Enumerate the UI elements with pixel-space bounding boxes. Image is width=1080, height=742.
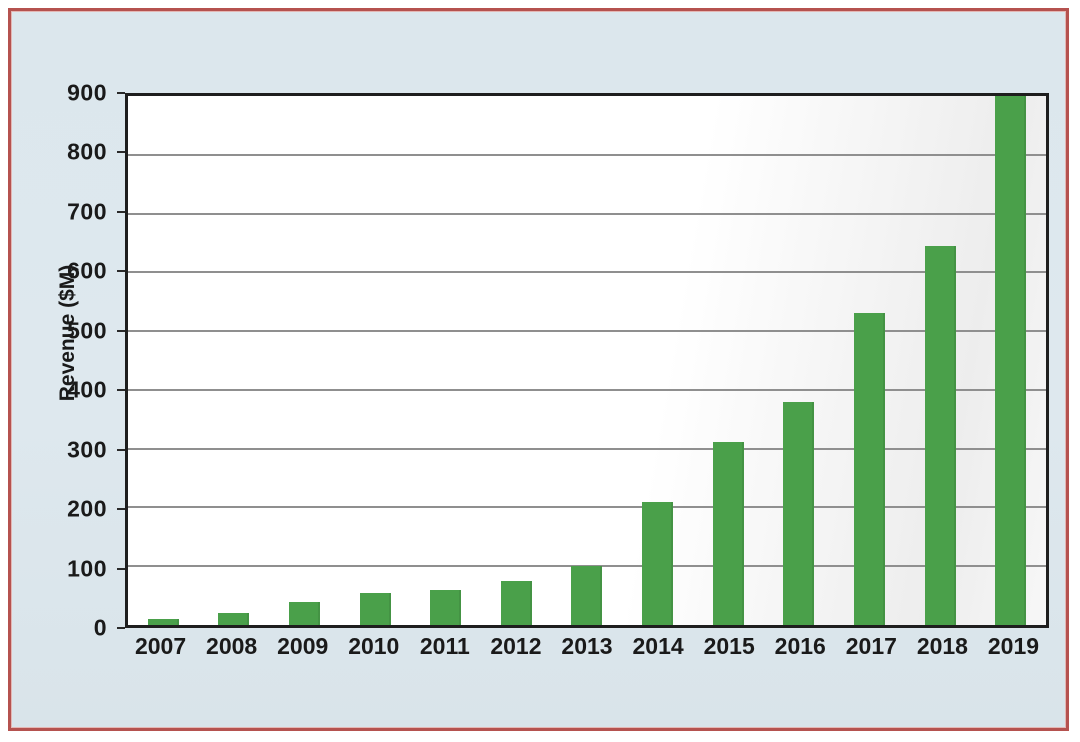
- x-tick-label: 2017: [845, 633, 897, 659]
- bar-slot: [552, 96, 623, 625]
- bar-slot: [269, 96, 340, 625]
- bar-slot: [622, 96, 693, 625]
- bar-slot: [763, 96, 834, 625]
- bar-2018: [924, 245, 956, 625]
- bar-2011: [430, 589, 462, 625]
- x-tick-label: 2013: [561, 633, 613, 659]
- bar-2013: [571, 566, 603, 625]
- x-tick-label: 2009: [277, 633, 329, 659]
- x-tick-label: 2016: [774, 633, 826, 659]
- gridline: [128, 447, 1046, 450]
- y-tick-label: 400: [67, 376, 107, 403]
- y-tick-mark: [117, 448, 125, 451]
- bar-2007: [147, 619, 179, 625]
- gridline: [128, 388, 1046, 391]
- y-tick-mark: [117, 508, 125, 511]
- gridline: [128, 271, 1046, 274]
- y-tick-label: 900: [67, 79, 107, 106]
- bar-slot: [693, 96, 764, 625]
- y-tick-mark: [117, 270, 125, 273]
- bar-slot: [128, 96, 199, 625]
- bar-slot: [834, 96, 905, 625]
- bar-2014: [642, 501, 674, 625]
- y-tick-mark: [117, 389, 125, 392]
- bar-slot: [340, 96, 411, 625]
- bar-slot: [199, 96, 270, 625]
- x-tick-label: 2015: [703, 633, 755, 659]
- y-tick-mark: [117, 567, 125, 570]
- plot-area: [125, 93, 1049, 628]
- x-tick-label: 2010: [348, 633, 400, 659]
- y-tick-label: 0: [93, 614, 107, 641]
- y-tick-label: 800: [67, 138, 107, 165]
- x-axis-labels: 2007 2008 2009 2010 2011 2012 2013 2014 2015 2016…: [125, 633, 1049, 665]
- y-tick-label: 600: [67, 257, 107, 284]
- y-tick-label: 200: [67, 495, 107, 522]
- bar-2017: [853, 313, 885, 625]
- x-tick-label: 2012: [490, 633, 542, 659]
- bar-2010: [359, 592, 391, 625]
- x-tick-label: 2011: [419, 633, 470, 659]
- gridline: [128, 212, 1046, 215]
- bar-slot: [905, 96, 976, 625]
- x-tick-label: 2018: [916, 633, 968, 659]
- bars-row: [128, 96, 1046, 625]
- gridline: [128, 506, 1046, 509]
- bar-2016: [783, 401, 815, 625]
- y-tick-mark: [117, 627, 125, 629]
- bar-2008: [218, 613, 250, 625]
- y-tick-mark: [117, 92, 125, 94]
- bar-2019: [995, 96, 1027, 625]
- bar-2012: [500, 580, 532, 625]
- x-tick-label: 2014: [632, 633, 684, 659]
- bar-slot: [410, 96, 481, 625]
- chart-panel: 0 100 200 300 400 500 600 700 800 900 Revenue ($M…: [8, 8, 1069, 731]
- bar-slot: [975, 96, 1046, 625]
- y-tick-mark: [117, 210, 125, 213]
- gridline: [128, 153, 1046, 156]
- y-axis-labels: 0 100 200 300 400 500 600 700 800 900: [11, 80, 125, 641]
- gridline: [128, 330, 1046, 333]
- y-tick-label: 100: [67, 555, 107, 582]
- x-tick-label: 2007: [134, 633, 187, 659]
- x-tick-label: 2019: [987, 633, 1040, 659]
- bar-2009: [289, 601, 321, 625]
- y-tick-label: 300: [67, 436, 107, 463]
- y-axis-title: Revenue ($M): [56, 264, 79, 402]
- y-tick-label: 500: [67, 317, 107, 344]
- bar-2015: [712, 441, 744, 625]
- y-tick-mark: [117, 329, 125, 332]
- bar-slot: [481, 96, 552, 625]
- y-tick-mark: [117, 151, 125, 154]
- x-tick-label: 2008: [206, 633, 258, 659]
- y-tick-label: 700: [67, 198, 107, 225]
